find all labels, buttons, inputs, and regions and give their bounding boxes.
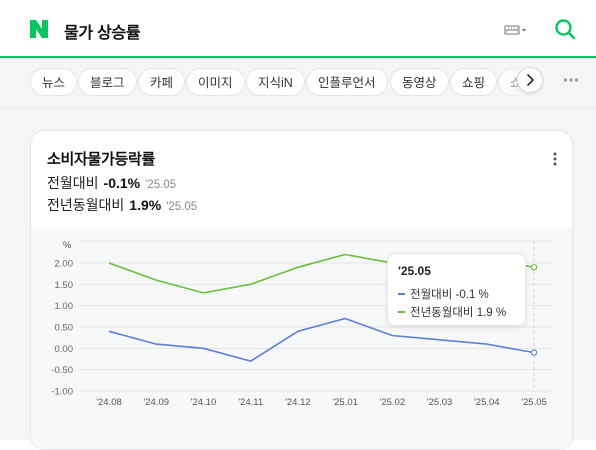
y-tick-label: 0.00 xyxy=(55,344,74,355)
y-tick-label: -0.50 xyxy=(51,365,73,376)
tooltip-row-mom: 전월대비 -0.1 % xyxy=(398,286,489,302)
stat-yoy-label: 전년동월대비 xyxy=(47,197,125,213)
y-tick-label: 0.50 xyxy=(55,323,74,334)
x-tick-label: '25.04 xyxy=(474,397,500,408)
search-icon[interactable] xyxy=(553,17,577,41)
tab-image[interactable]: 이미지 xyxy=(186,68,245,96)
more-horizontal-icon[interactable] xyxy=(563,77,579,83)
y-axis-unit: % xyxy=(63,240,72,251)
search-tabs: 뉴스 블로그 카페 이미지 지식iN 인플루언서 동영상 쇼핑 쇼 xyxy=(0,58,596,109)
tooltip-date: '25.05 xyxy=(398,264,431,278)
stat-mom: 전월대비 -0.1% '25.05 xyxy=(47,173,176,193)
legend-mom-marker xyxy=(398,292,405,295)
tooltip-mom-label: 전월대비 xyxy=(410,289,453,301)
line-chart[interactable]: % 2.00 1.50 1.00 0.50 0.00 -0.50 -1.00 '24.08 '24… xyxy=(31,228,573,450)
legend-yoy-marker xyxy=(398,310,405,313)
chart-tooltip: '25.05 전월대비 -0.1 % 전년동월대비 1.9 % xyxy=(387,253,526,326)
x-tick-label: '25.02 xyxy=(380,397,406,408)
tab-shopping[interactable]: 쇼핑 xyxy=(450,68,498,96)
y-tick-label: 1.50 xyxy=(55,280,74,291)
x-tick-label: '25.01 xyxy=(332,397,358,408)
card-title: 소비자물가등락률 xyxy=(47,151,156,168)
tab-news[interactable]: 뉴스 xyxy=(30,68,78,96)
y-tick-label: -1.00 xyxy=(51,387,73,398)
tooltip-mom-value: -0.1 % xyxy=(455,289,489,301)
tabs-next-button[interactable] xyxy=(517,67,543,93)
y-tick-label: 1.00 xyxy=(55,301,74,312)
series-line-mom xyxy=(108,317,535,362)
tooltip-row-yoy: 전년동월대비 1.9 % xyxy=(398,304,506,320)
stat-mom-label: 전월대비 xyxy=(47,175,99,191)
naver-logo-icon[interactable] xyxy=(28,18,50,40)
search-header: 물가 상승률 xyxy=(0,0,596,58)
x-tick-label: '24.08 xyxy=(96,397,122,408)
series-point-yoy xyxy=(530,264,538,271)
tab-cafe[interactable]: 카페 xyxy=(138,68,186,96)
chevron-right-icon xyxy=(527,74,534,86)
x-tick-label: '24.12 xyxy=(285,397,311,408)
stat-yoy-value: 1.9% xyxy=(129,197,162,213)
x-tick-label: '24.09 xyxy=(143,397,169,408)
stat-yoy: 전년동월대비 1.9% '25.05 xyxy=(47,195,197,215)
more-vertical-icon[interactable] xyxy=(552,151,558,167)
stat-yoy-date: '25.05 xyxy=(166,201,198,213)
tab-blog[interactable]: 블로그 xyxy=(78,68,137,96)
tooltip-yoy-value: 1.9 % xyxy=(476,307,507,319)
y-tick-label: 2.00 xyxy=(55,259,74,270)
chart-area[interactable]: % 2.00 1.50 1.00 0.50 0.00 -0.50 -1.00 '24.08 '24… xyxy=(31,228,573,450)
keyboard-icon[interactable] xyxy=(503,22,527,38)
x-tick-label: '25.03 xyxy=(427,397,453,408)
stat-mom-value: -0.1% xyxy=(103,175,141,191)
series-point-mom xyxy=(530,349,538,356)
x-tick-label: '25.05 xyxy=(521,397,547,408)
inflation-card: 소비자물가등락률 전월대비 -0.1% '25.05 전년동월대비 1.9% '25.0… xyxy=(30,130,573,450)
tab-influencer[interactable]: 인플루언서 xyxy=(306,68,388,96)
stat-mom-date: '25.05 xyxy=(145,179,177,191)
tab-video[interactable]: 동영상 xyxy=(390,68,449,96)
x-tick-label: '24.10 xyxy=(191,397,217,408)
x-tick-label: '24.11 xyxy=(238,397,263,408)
tooltip-yoy-label: 전년동월대비 xyxy=(410,307,474,319)
tab-kin[interactable]: 지식iN xyxy=(246,68,305,96)
search-query[interactable]: 물가 상승률 xyxy=(64,25,141,42)
